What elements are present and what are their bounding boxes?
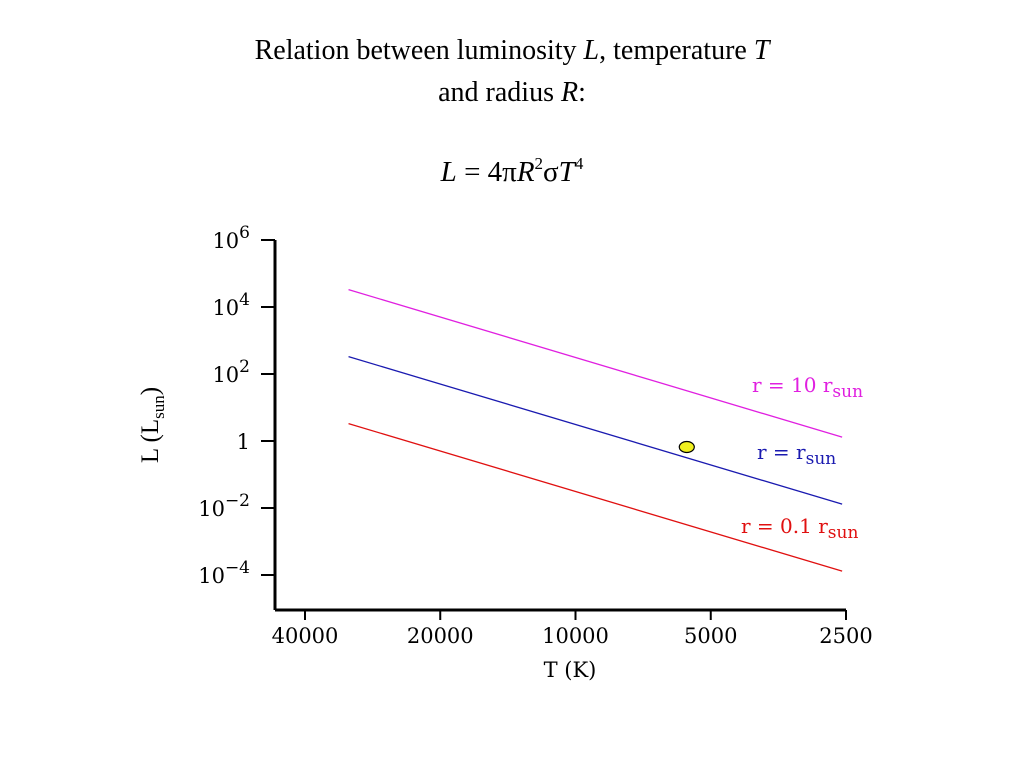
- y-tick-label: 106: [212, 223, 250, 253]
- y-axis-title: L (Lsun): [137, 387, 168, 463]
- x-tick-label: 10000: [542, 624, 609, 648]
- x-tick-label: 20000: [407, 624, 474, 648]
- chart-title: Relation between luminosity L, temperatu…: [0, 30, 1024, 114]
- x-tick-label: 2500: [819, 624, 872, 648]
- x-axis-title: T (K): [544, 658, 597, 682]
- y-tick-label: 10−2: [198, 491, 250, 521]
- x-tick-label: 40000: [272, 624, 339, 648]
- series-line: [348, 356, 843, 505]
- series-label: r = rsun: [757, 440, 836, 469]
- series-label: r = 0.1 rsun: [741, 514, 858, 543]
- sun-marker: [678, 440, 695, 454]
- y-tick-label: 102: [212, 357, 250, 387]
- y-tick-label: 1: [237, 430, 250, 454]
- y-tick-label: 10−4: [198, 558, 250, 588]
- title-line-1: Relation between luminosity L, temperatu…: [254, 35, 770, 66]
- series-line: [348, 289, 843, 438]
- y-tick-label: 104: [212, 290, 250, 320]
- series-label: r = 10 rsun: [752, 373, 863, 402]
- title-line-2: and radius R:: [438, 77, 586, 108]
- x-tick-label: 5000: [684, 624, 737, 648]
- stefan-boltzmann-formula: L = 4πR2σT4: [440, 154, 584, 188]
- series-line: [348, 423, 843, 572]
